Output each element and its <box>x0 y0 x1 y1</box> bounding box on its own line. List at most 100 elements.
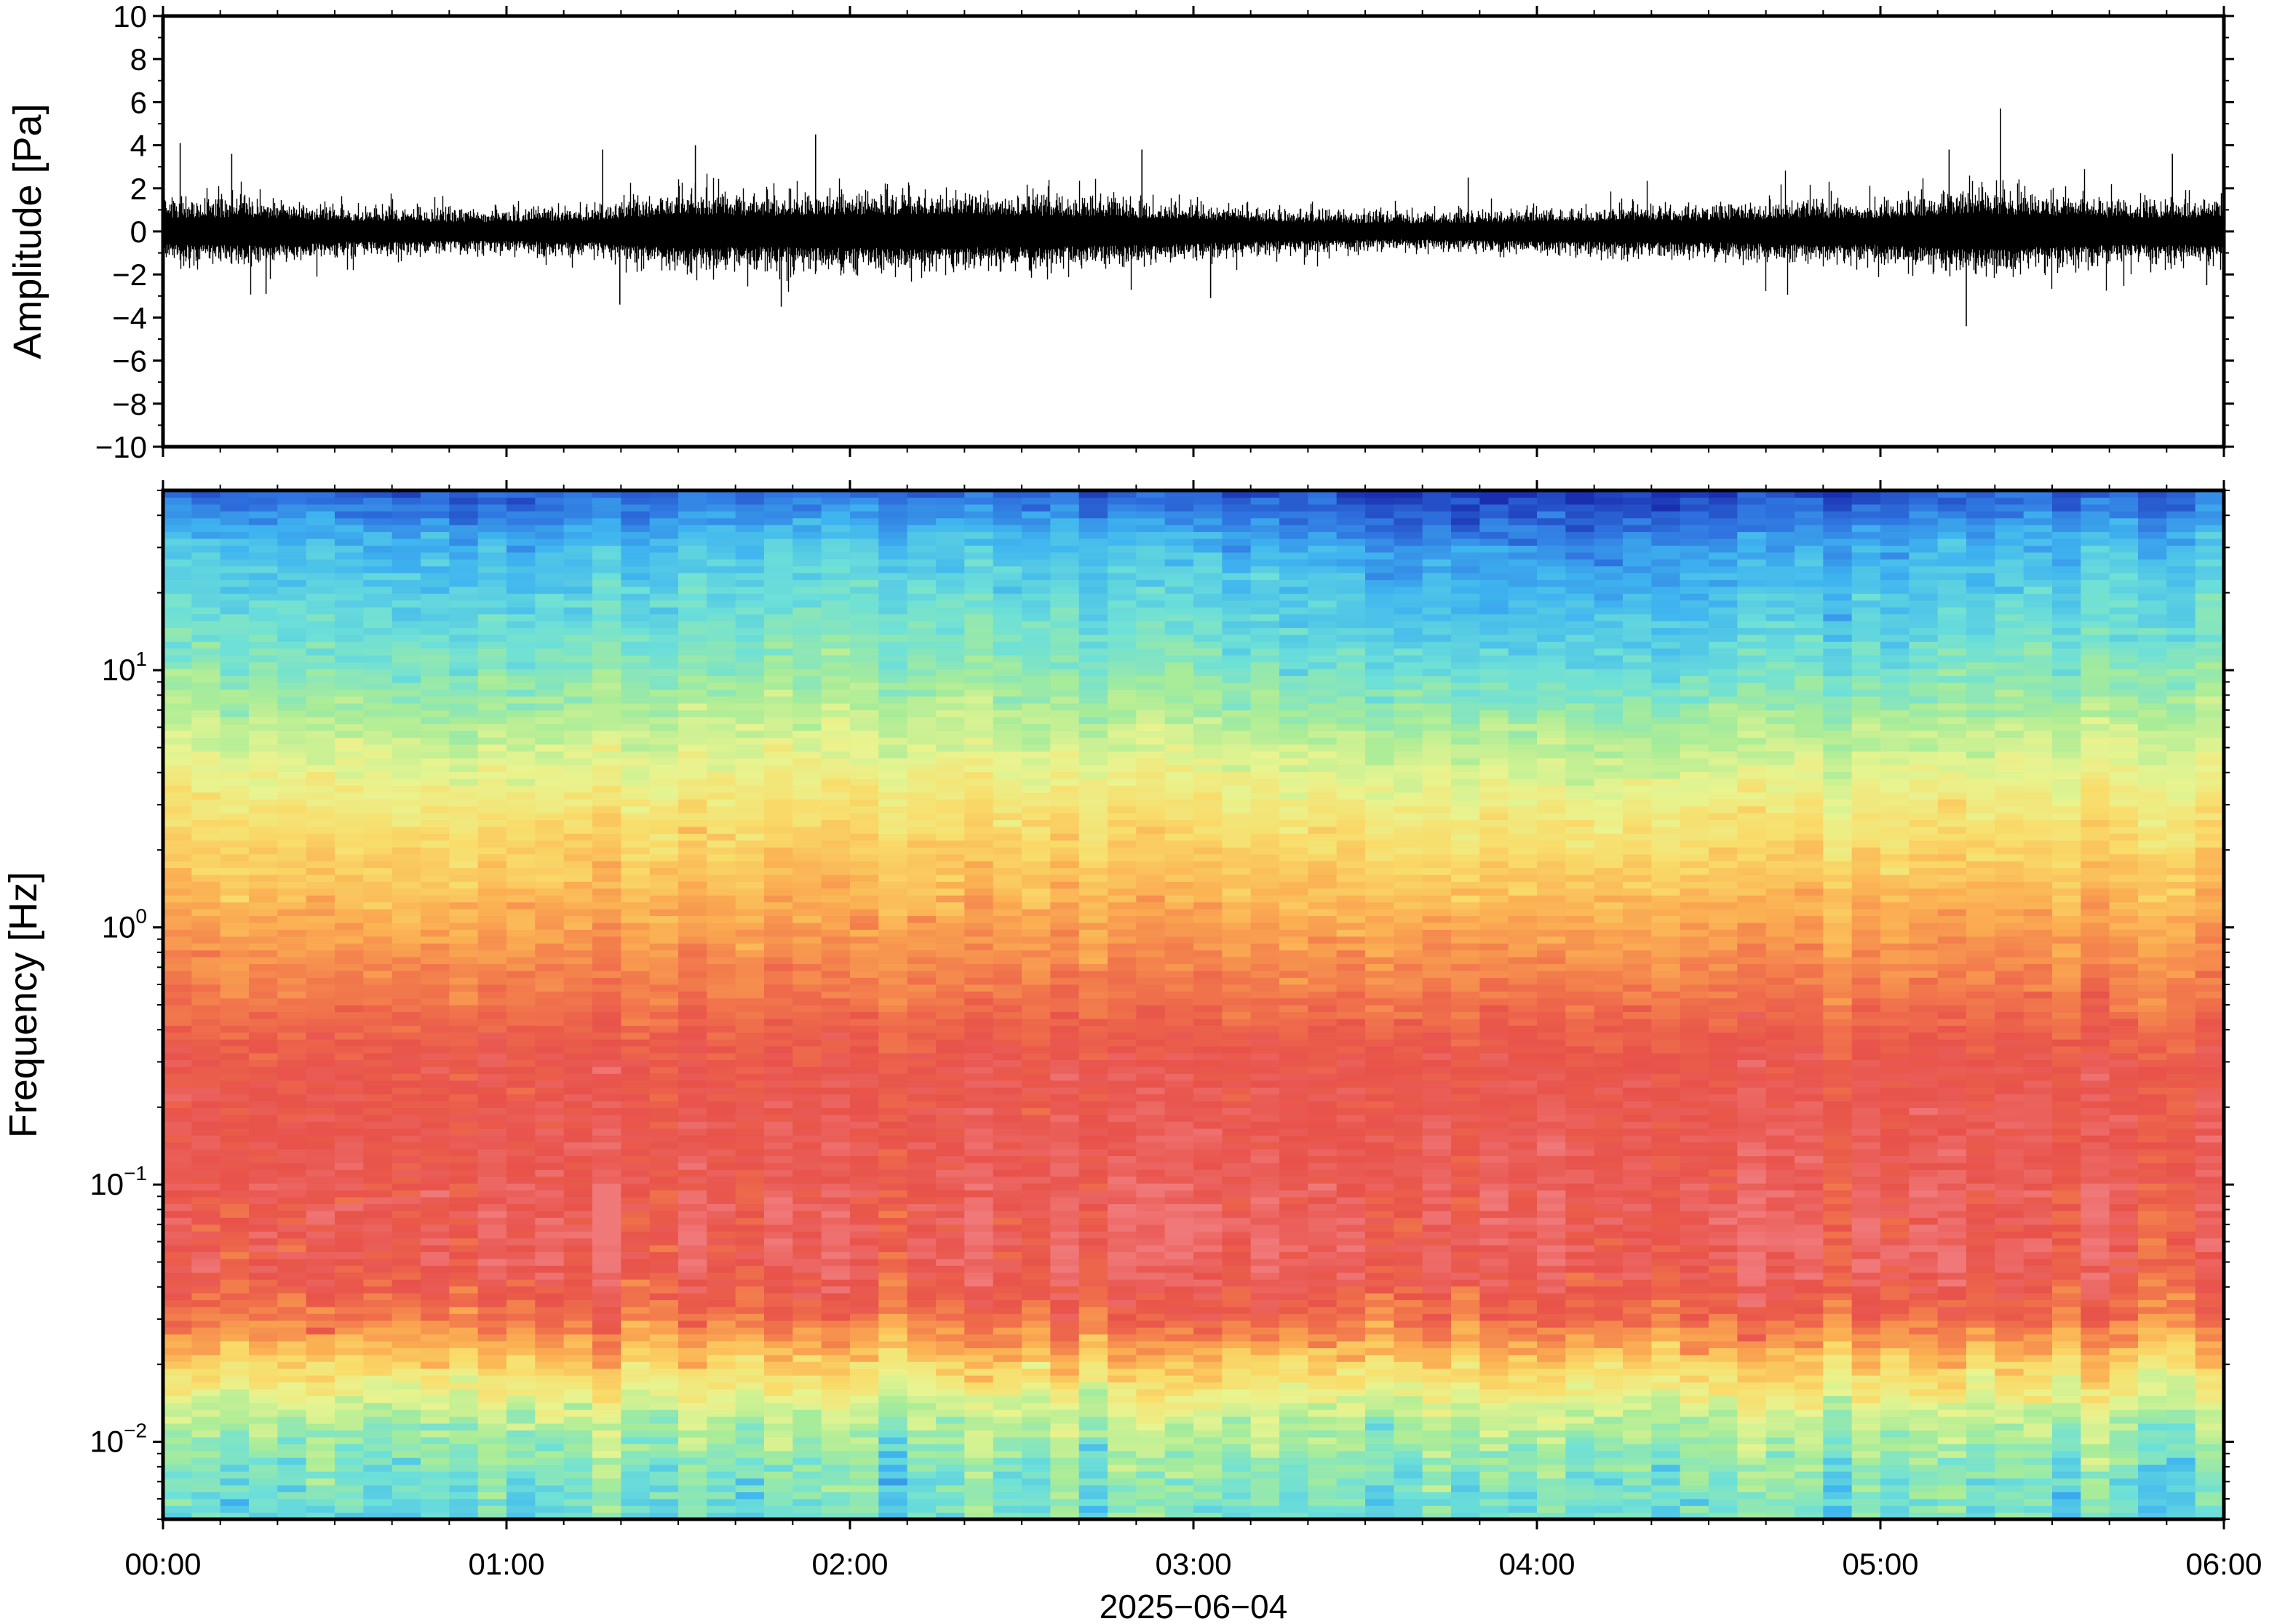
spectrogram-cell <box>277 1128 307 1136</box>
spectrogram-cell <box>335 579 364 587</box>
spectrogram-cell <box>335 1039 364 1047</box>
spectrogram-cell <box>249 1011 278 1019</box>
spectrogram-cell <box>506 1251 536 1259</box>
spectrogram-cell <box>535 909 565 917</box>
spectrogram-cell <box>707 1005 736 1013</box>
spectrogram-cell <box>735 641 765 649</box>
spectrogram-cell <box>1050 929 1080 937</box>
spectrogram-cell <box>306 696 335 704</box>
spectrogram-cell <box>764 1306 793 1314</box>
spectrogram-cell <box>993 895 1022 903</box>
waveform-y-tick-label: 2 <box>130 172 147 206</box>
spectrogram-cell <box>964 936 994 944</box>
spectrogram-cell <box>477 1375 507 1383</box>
spectrogram-cell <box>993 1107 1022 1115</box>
spectrogram-cell <box>392 1354 421 1362</box>
spectrogram-cell <box>964 1409 994 1417</box>
spectrogram-cell <box>249 627 278 635</box>
spectrogram-cell <box>907 1190 937 1198</box>
spectrogram-cell <box>392 1244 421 1252</box>
spectrogram-cell <box>535 1073 565 1081</box>
spectrogram-cell <box>392 943 421 951</box>
spectrogram-cell <box>421 1073 450 1081</box>
spectrogram-cell <box>249 1080 278 1088</box>
spectrogram-cell <box>535 1478 565 1486</box>
spectrogram-cell <box>907 1457 937 1465</box>
spectrogram-cell <box>249 792 278 800</box>
spectrogram-cell <box>764 1018 793 1026</box>
spectrogram-cell <box>878 1382 908 1390</box>
spectrogram-cell <box>306 1224 335 1232</box>
spectrogram-cell <box>306 1094 335 1102</box>
spectrogram-cell <box>678 744 707 752</box>
spectrogram-cell <box>1022 1396 1051 1404</box>
spectrogram-cell <box>621 1484 651 1492</box>
spectrogram-cell <box>878 709 908 717</box>
spectrogram-cell <box>907 593 937 601</box>
spectrogram-cell <box>363 1498 393 1506</box>
spectrogram-cell <box>363 552 393 560</box>
spectrogram-cell <box>191 1430 221 1438</box>
spectrogram-cell <box>449 977 479 985</box>
spectrogram-cell <box>707 1348 736 1356</box>
spectrogram-cell <box>163 1409 192 1417</box>
spectrogram-cell <box>678 1094 707 1102</box>
spectrogram-cell <box>392 950 421 958</box>
spectrogram-cell <box>936 648 965 656</box>
spectrogram-cell <box>936 1306 965 1314</box>
spectrogram-cell <box>449 1388 479 1396</box>
spectrogram-cell <box>449 600 479 608</box>
spectrogram-cell <box>277 778 307 786</box>
spectrogram-cell <box>678 1251 707 1259</box>
spectrogram-cell <box>392 915 421 923</box>
spectrogram-cell <box>907 881 937 889</box>
spectrogram-cell <box>191 1196 221 1204</box>
spectrogram-cell <box>335 1265 364 1273</box>
spectrogram-cell <box>535 525 565 533</box>
spectrogram-cell <box>678 490 707 498</box>
spectrogram-cell <box>421 1238 450 1246</box>
spectrogram-cell <box>277 1114 307 1122</box>
spectrogram-cell <box>1050 1025 1080 1033</box>
spectrogram-cell <box>277 1203 307 1211</box>
spectrogram-cell <box>563 586 593 594</box>
spectrogram-cell <box>220 1416 250 1424</box>
spectrogram-cell <box>907 1505 937 1513</box>
spectrogram-cell <box>449 579 479 587</box>
spectrogram-cell <box>936 531 965 539</box>
spectrogram-cell <box>563 1155 593 1163</box>
spectrogram-cell <box>163 1492 192 1500</box>
spectrogram-cell <box>792 1011 822 1019</box>
spectrogram-cell <box>621 1224 651 1232</box>
spectrogram-cell <box>1022 717 1051 725</box>
spectrogram-cell <box>191 621 221 629</box>
waveform-y-tick-label: −4 <box>112 300 147 335</box>
spectrogram-cell <box>621 929 651 937</box>
spectrogram-cell <box>449 1368 479 1376</box>
spectrogram-cell <box>936 929 965 937</box>
spectrogram-cell <box>878 737 908 745</box>
spectrogram-cell <box>792 1135 822 1143</box>
spectrogram-cell <box>563 497 593 505</box>
spectrogram-cell <box>649 1354 679 1362</box>
spectrogram-cell <box>764 1210 793 1218</box>
spectrogram-cell <box>306 840 335 848</box>
spectrogram-cell <box>392 765 421 773</box>
spectrogram-cell <box>191 1382 221 1390</box>
spectrogram-cell <box>506 1444 536 1452</box>
spectrogram-cell <box>1022 1005 1051 1013</box>
spectrogram-cell <box>220 1512 250 1520</box>
spectrogram-cell <box>335 1320 364 1328</box>
spectrogram-cell <box>306 1217 335 1225</box>
spectrogram-cell <box>363 689 393 697</box>
spectrogram-cell <box>392 874 421 882</box>
spectrogram-cell <box>1022 1382 1051 1390</box>
spectrogram-cell <box>764 765 793 773</box>
spectrogram-cell <box>735 634 765 642</box>
spectrogram-cell <box>764 1135 793 1143</box>
spectrogram-cell <box>421 1244 450 1252</box>
spectrogram-cell <box>764 1176 793 1184</box>
spectrogram-cell <box>678 1272 707 1280</box>
spectrogram-cell <box>850 525 879 533</box>
spectrogram-cell <box>535 1039 565 1047</box>
